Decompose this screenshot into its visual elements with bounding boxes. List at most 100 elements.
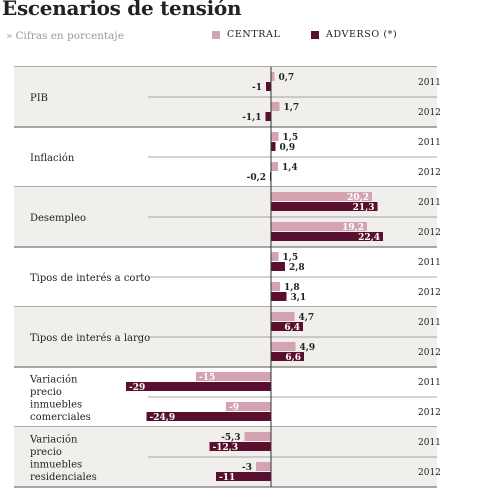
bar-central (271, 312, 295, 321)
data-label-central: 0,7 (279, 73, 295, 83)
category-label-line: precio (30, 387, 62, 398)
category-label-desempleo: Desempleo (30, 213, 86, 224)
data-label-central: -9 (229, 403, 239, 413)
bar-adverso (216, 472, 271, 481)
data-label-central: 1,8 (284, 283, 300, 293)
subtitle-text: Cifras en porcentaje (15, 30, 124, 42)
year-label: 2011 (418, 438, 441, 448)
data-label-adverso: -1 (252, 83, 262, 93)
data-label-adverso: 21,3 (353, 203, 375, 213)
bar-adverso (271, 232, 383, 241)
bar-adverso (209, 442, 271, 451)
category-label-line: inmuebles (30, 459, 82, 470)
category-label-line: Variación (29, 374, 78, 385)
legend-label-adverso: ADVERSO (*) (326, 29, 398, 40)
data-label-central: 20,2 (347, 193, 369, 203)
year-label: 2011 (418, 258, 441, 268)
data-label-adverso: -12,3 (213, 443, 239, 453)
data-label-central: -3 (242, 463, 252, 473)
bar-central (256, 462, 271, 471)
data-label-adverso: -29 (129, 383, 145, 393)
data-label-adverso: 2,8 (289, 263, 305, 273)
year-label: 2011 (418, 138, 441, 148)
data-label-central: 1,5 (283, 133, 299, 143)
bar-central (196, 372, 271, 381)
year-label: 2012 (418, 408, 441, 418)
bar-central (271, 72, 275, 81)
category-label-line: PIB (30, 93, 48, 104)
year-label: 2012 (418, 228, 441, 238)
legend-item-adverso: ADVERSO (*) (311, 29, 397, 40)
data-label-central: -5,3 (221, 433, 240, 443)
data-label-adverso: -0,2 (247, 173, 266, 183)
category-label-line: Desempleo (30, 213, 86, 224)
bar-adverso (126, 382, 271, 391)
category-label-line: Inflación (30, 153, 75, 164)
bar-central (244, 432, 271, 441)
data-label-central: 1,4 (282, 163, 298, 173)
data-label-adverso: 0,9 (280, 143, 296, 153)
category-label-variacion-precio-inmuebles-residenciales: Variación precio inmuebles residenciales (29, 434, 97, 483)
bar-central (226, 402, 271, 411)
bar-adverso (271, 292, 287, 301)
bar-adverso (271, 202, 378, 211)
chart-subtitle: » Cifras en porcentaje (6, 30, 124, 42)
data-label-adverso: 3,1 (291, 293, 307, 303)
data-label-central: 4,7 (299, 313, 315, 323)
category-label-line: inmuebles (30, 399, 82, 410)
year-label: 2012 (418, 168, 441, 178)
year-label: 2012 (418, 468, 441, 478)
bar-central (271, 132, 279, 141)
category-label-variacion-precio-inmuebles-comerciales: Variación precio inmuebles comerciales (29, 374, 91, 423)
category-label-line: Variación (29, 434, 78, 445)
legend-swatch-central (212, 30, 220, 39)
bar-central (271, 102, 280, 111)
subtitle-arrows: » (6, 30, 13, 42)
year-label: 2012 (418, 108, 441, 118)
category-label-tipos-de-interes-a-largo: Tipos de interés a largo (30, 333, 150, 344)
data-label-central: 1,5 (283, 253, 299, 263)
category-label-inflacion: Inflación (30, 153, 75, 164)
bar-adverso (271, 142, 276, 151)
year-label: 2011 (418, 78, 441, 88)
bar-adverso (271, 352, 304, 361)
category-label-line: residenciales (30, 472, 97, 483)
data-label-central: 4,9 (300, 343, 316, 353)
bar-central (271, 162, 278, 171)
data-label-central: -15 (199, 373, 215, 383)
data-label-adverso: -24,9 (150, 413, 176, 423)
year-label: 2011 (418, 318, 441, 328)
category-label-pib: PIB (30, 93, 48, 104)
bar-adverso (146, 412, 271, 421)
bar-central (271, 192, 372, 201)
bar-central (271, 252, 279, 261)
bar-central (271, 282, 280, 291)
bar-adverso (265, 112, 271, 121)
category-label-tipos-de-interes-a-corto: Tipos de interés a corto (30, 273, 150, 284)
category-label-line: Tipos de interés a largo (30, 333, 150, 344)
data-label-central: 1,7 (284, 103, 300, 113)
legend-swatch-adverso (311, 30, 319, 39)
year-label: 2011 (418, 378, 441, 388)
bar-central (271, 342, 296, 351)
data-label-adverso: -1,1 (242, 113, 261, 123)
data-label-adverso: -11 (219, 473, 235, 483)
bar-adverso (266, 82, 271, 91)
data-label-adverso: 22,4 (358, 233, 380, 243)
year-label: 2012 (418, 348, 441, 358)
data-label-central: 19,2 (342, 223, 364, 233)
category-label-line: comerciales (30, 412, 91, 423)
legend-label-central: CENTRAL (227, 29, 281, 40)
bar-adverso (271, 262, 285, 271)
data-label-adverso: 6,6 (285, 353, 301, 363)
legend-item-central: CENTRAL (212, 29, 280, 40)
category-label-line: precio (30, 447, 62, 458)
year-label: 2012 (418, 288, 441, 298)
year-label: 2011 (418, 198, 441, 208)
bar-adverso (271, 322, 303, 331)
data-label-adverso: 6,4 (284, 323, 300, 333)
bar-central (271, 222, 367, 231)
category-label-line: Tipos de interés a corto (30, 273, 150, 284)
chart-title: Escenarios de tensión (2, 0, 242, 20)
